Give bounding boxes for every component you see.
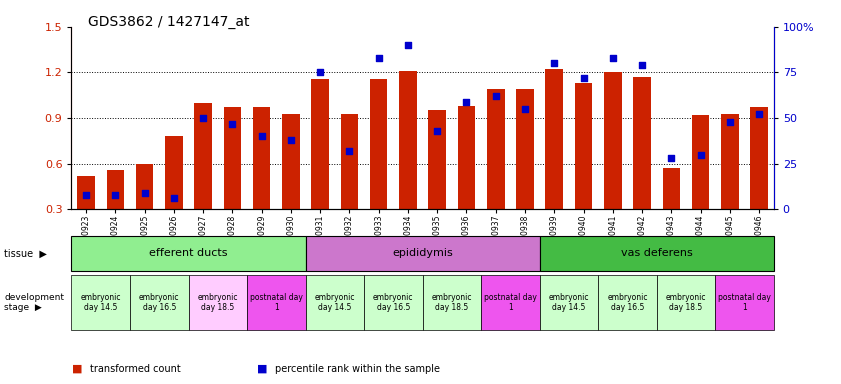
Bar bbox=[516, 89, 534, 209]
Point bbox=[547, 60, 561, 66]
Point bbox=[518, 106, 532, 112]
Point bbox=[314, 70, 327, 76]
Bar bbox=[311, 79, 329, 209]
Text: embryonic
day 16.5: embryonic day 16.5 bbox=[139, 293, 179, 312]
Bar bbox=[341, 114, 358, 209]
Bar bbox=[107, 170, 124, 209]
Bar bbox=[546, 70, 563, 209]
Point bbox=[694, 152, 707, 158]
Bar bbox=[71, 275, 130, 330]
Bar bbox=[282, 114, 299, 209]
Bar bbox=[692, 115, 709, 209]
Text: postnatal day
1: postnatal day 1 bbox=[718, 293, 771, 312]
Point bbox=[197, 115, 210, 121]
Point bbox=[79, 192, 93, 198]
Text: ■: ■ bbox=[257, 364, 267, 374]
Text: postnatal day
1: postnatal day 1 bbox=[250, 293, 303, 312]
Bar bbox=[540, 236, 774, 271]
Text: ■: ■ bbox=[71, 364, 82, 374]
Bar bbox=[305, 275, 364, 330]
Bar bbox=[136, 164, 153, 209]
Bar bbox=[428, 111, 446, 209]
Point bbox=[138, 190, 151, 196]
Bar bbox=[188, 275, 247, 330]
Bar bbox=[224, 108, 241, 209]
Point bbox=[753, 111, 766, 118]
Point bbox=[577, 75, 590, 81]
Bar bbox=[194, 103, 212, 209]
Point bbox=[460, 99, 473, 105]
Bar bbox=[715, 275, 774, 330]
Point bbox=[723, 119, 737, 125]
Point bbox=[635, 62, 648, 68]
Bar bbox=[253, 108, 271, 209]
Text: percentile rank within the sample: percentile rank within the sample bbox=[275, 364, 440, 374]
Text: postnatal day
1: postnatal day 1 bbox=[484, 293, 537, 312]
Bar bbox=[399, 71, 417, 209]
Point bbox=[225, 121, 239, 127]
Text: efferent ducts: efferent ducts bbox=[149, 248, 228, 258]
Bar bbox=[370, 79, 388, 209]
Point bbox=[372, 55, 385, 61]
Bar bbox=[481, 275, 540, 330]
Bar bbox=[130, 275, 188, 330]
Bar bbox=[71, 236, 305, 271]
Bar bbox=[598, 275, 657, 330]
Point bbox=[606, 55, 620, 61]
Bar bbox=[604, 73, 621, 209]
Point bbox=[343, 148, 357, 154]
Bar bbox=[633, 77, 651, 209]
Text: embryonic
day 14.5: embryonic day 14.5 bbox=[548, 293, 590, 312]
Point bbox=[489, 93, 502, 99]
Bar bbox=[458, 106, 475, 209]
Text: development
stage  ▶: development stage ▶ bbox=[4, 293, 64, 312]
Point bbox=[255, 133, 268, 139]
Point bbox=[108, 192, 122, 198]
Bar bbox=[247, 275, 305, 330]
Bar bbox=[422, 275, 481, 330]
Text: embryonic
day 16.5: embryonic day 16.5 bbox=[607, 293, 648, 312]
Bar bbox=[364, 275, 422, 330]
Bar bbox=[750, 108, 768, 209]
Bar bbox=[574, 83, 592, 209]
Text: embryonic
day 18.5: embryonic day 18.5 bbox=[198, 293, 238, 312]
Text: embryonic
day 14.5: embryonic day 14.5 bbox=[81, 293, 121, 312]
Point bbox=[167, 195, 181, 202]
Bar bbox=[540, 275, 598, 330]
Text: tissue  ▶: tissue ▶ bbox=[4, 248, 47, 258]
Text: embryonic
day 16.5: embryonic day 16.5 bbox=[373, 293, 414, 312]
Text: GDS3862 / 1427147_at: GDS3862 / 1427147_at bbox=[88, 15, 250, 29]
Point bbox=[664, 155, 678, 161]
Bar bbox=[165, 136, 182, 209]
Bar bbox=[663, 168, 680, 209]
Bar bbox=[305, 236, 540, 271]
Point bbox=[431, 128, 444, 134]
Point bbox=[401, 42, 415, 48]
Point bbox=[284, 137, 298, 143]
Bar bbox=[657, 275, 715, 330]
Bar bbox=[77, 176, 95, 209]
Text: epididymis: epididymis bbox=[392, 248, 453, 258]
Text: embryonic
day 18.5: embryonic day 18.5 bbox=[431, 293, 472, 312]
Bar bbox=[487, 89, 505, 209]
Bar bbox=[721, 114, 738, 209]
Text: vas deferens: vas deferens bbox=[621, 248, 692, 258]
Text: embryonic
day 14.5: embryonic day 14.5 bbox=[315, 293, 355, 312]
Text: transformed count: transformed count bbox=[90, 364, 181, 374]
Text: embryonic
day 18.5: embryonic day 18.5 bbox=[666, 293, 706, 312]
